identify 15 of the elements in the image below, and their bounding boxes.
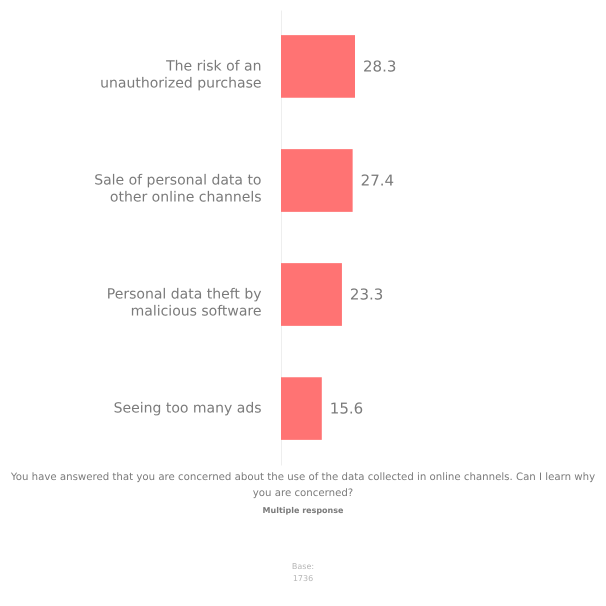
text: Base: 1736: [290, 561, 316, 585]
bar: [281, 263, 342, 326]
data-label: 23.3: [350, 286, 384, 304]
text: Multiple response: [262, 506, 344, 515]
y-tick-label: The risk of an unauthorized purchase: [100, 58, 262, 92]
y-tick-label: Sale of personal data to other online channels: [94, 172, 262, 206]
data-label: 28.3: [363, 57, 396, 76]
data-label: 15.6: [330, 400, 364, 418]
bar: [281, 149, 353, 212]
y-tick-label: Personal data theft by malicious software: [106, 286, 262, 320]
bar: [281, 377, 322, 440]
bar: [281, 35, 355, 98]
y-tick-label: Seeing too many ads: [114, 400, 262, 417]
data-label: 27.4: [360, 171, 394, 190]
text: You have answered that you are concerned about the use of the data collected in online channels. Can I learn why you are concerned?: [10, 471, 596, 501]
